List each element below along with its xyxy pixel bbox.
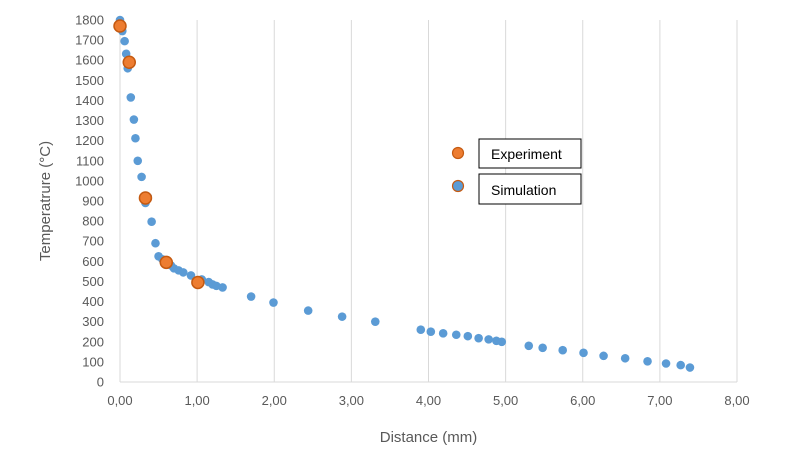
axes [119,20,737,383]
data-point-simulation [137,172,146,182]
data-point-simulation [438,329,448,338]
data-point-simulation [661,359,671,368]
y-tick-label: 200 [82,334,104,349]
data-point-simulation [497,337,507,347]
y-tick-label: 1000 [75,173,104,188]
data-point-simulation [451,330,461,340]
data-point-simulation [151,238,160,248]
data-point-simulation [426,327,436,337]
data-point-experiment [113,19,127,33]
data-point-simulation [133,156,143,166]
y-tick-label: 1200 [75,133,104,148]
x-tick-label: 8,00 [724,393,749,408]
data-point-simulation [463,331,473,341]
legend: Experiment Simulation [451,138,582,205]
data-point-simulation [186,271,196,280]
data-point-simulation [524,341,534,351]
data-point-simulation [303,306,313,315]
x-axis-title: Distance (mm) [380,429,478,446]
legend-item-experiment: Experiment [451,138,582,169]
y-tick-label: 300 [82,314,104,329]
data-point-simulation [129,115,139,124]
y-tick-label: 900 [82,194,104,209]
data-point-simulation [126,93,136,102]
legend-marker-simulation [451,179,465,193]
legend-label-simulation: Simulation [491,182,556,198]
data-point-experiment [159,255,174,270]
x-tick-label: 2,00 [262,393,287,408]
data-point-simulation [620,353,630,363]
legend-label-box-simulation [478,173,582,205]
data-point-experiment [122,55,137,69]
x-tick-label: 4,00 [416,393,441,408]
grid-lines [196,20,738,382]
legend-label-box-experiment [478,138,582,169]
data-point-simulation [599,351,608,361]
x-tick-label: 5,00 [493,393,518,408]
data-point-simulation [579,348,588,358]
data-point-simulation [178,268,188,277]
data-points [113,15,695,372]
legend-item-simulation: Simulation [451,173,582,205]
data-point-experiment [138,191,153,205]
data-point-simulation [370,317,380,326]
legend-label-experiment: Experiment [491,146,562,162]
y-tick-label: 1700 [75,33,104,48]
data-point-simulation [558,345,567,355]
y-tick-label: 1400 [75,93,104,108]
data-point-simulation [269,298,278,307]
x-tick-label: 3,00 [339,393,364,408]
data-point-simulation [474,333,483,343]
y-tick-label: 1100 [76,153,104,168]
y-tick-label: 400 [82,294,104,309]
y-tick-label: 1500 [75,73,104,88]
data-point-simulation [120,36,129,46]
y-tick-label: 0 [97,375,104,390]
x-tick-label: 7,00 [647,393,672,408]
y-tick-label: 800 [82,214,104,229]
data-point-simulation [218,283,227,292]
data-point-simulation [246,292,256,301]
data-point-simulation [484,335,493,344]
legend-marker-experiment [451,146,465,160]
data-point-simulation [337,312,347,321]
y-tick-label: 500 [82,274,104,289]
data-point-simulation [538,343,547,353]
y-tick-label: 1600 [75,53,104,68]
data-point-simulation [643,356,652,366]
data-point-experiment [191,275,205,290]
y-tick-label: 1800 [75,13,104,28]
data-point-simulation [416,325,426,335]
y-axis-title: Temperatrure (°C) [37,141,54,261]
x-tick-label: 0,00 [107,393,132,408]
y-tick-label: 1300 [75,113,104,128]
data-point-simulation [676,360,685,370]
data-point-simulation [147,217,156,227]
tick-labels: 0,00 1,00 2,00 3,00 4,00 5,00 6,00 7,00 8,00 0 100… [75,13,750,409]
y-tick-label: 600 [82,254,104,269]
data-point-simulation [685,363,695,372]
y-tick-label: 700 [82,234,104,249]
x-tick-label: 6,00 [570,393,595,408]
y-tick-label: 100 [82,354,104,369]
data-point-simulation [131,133,140,143]
x-tick-label: 1,00 [184,393,209,408]
